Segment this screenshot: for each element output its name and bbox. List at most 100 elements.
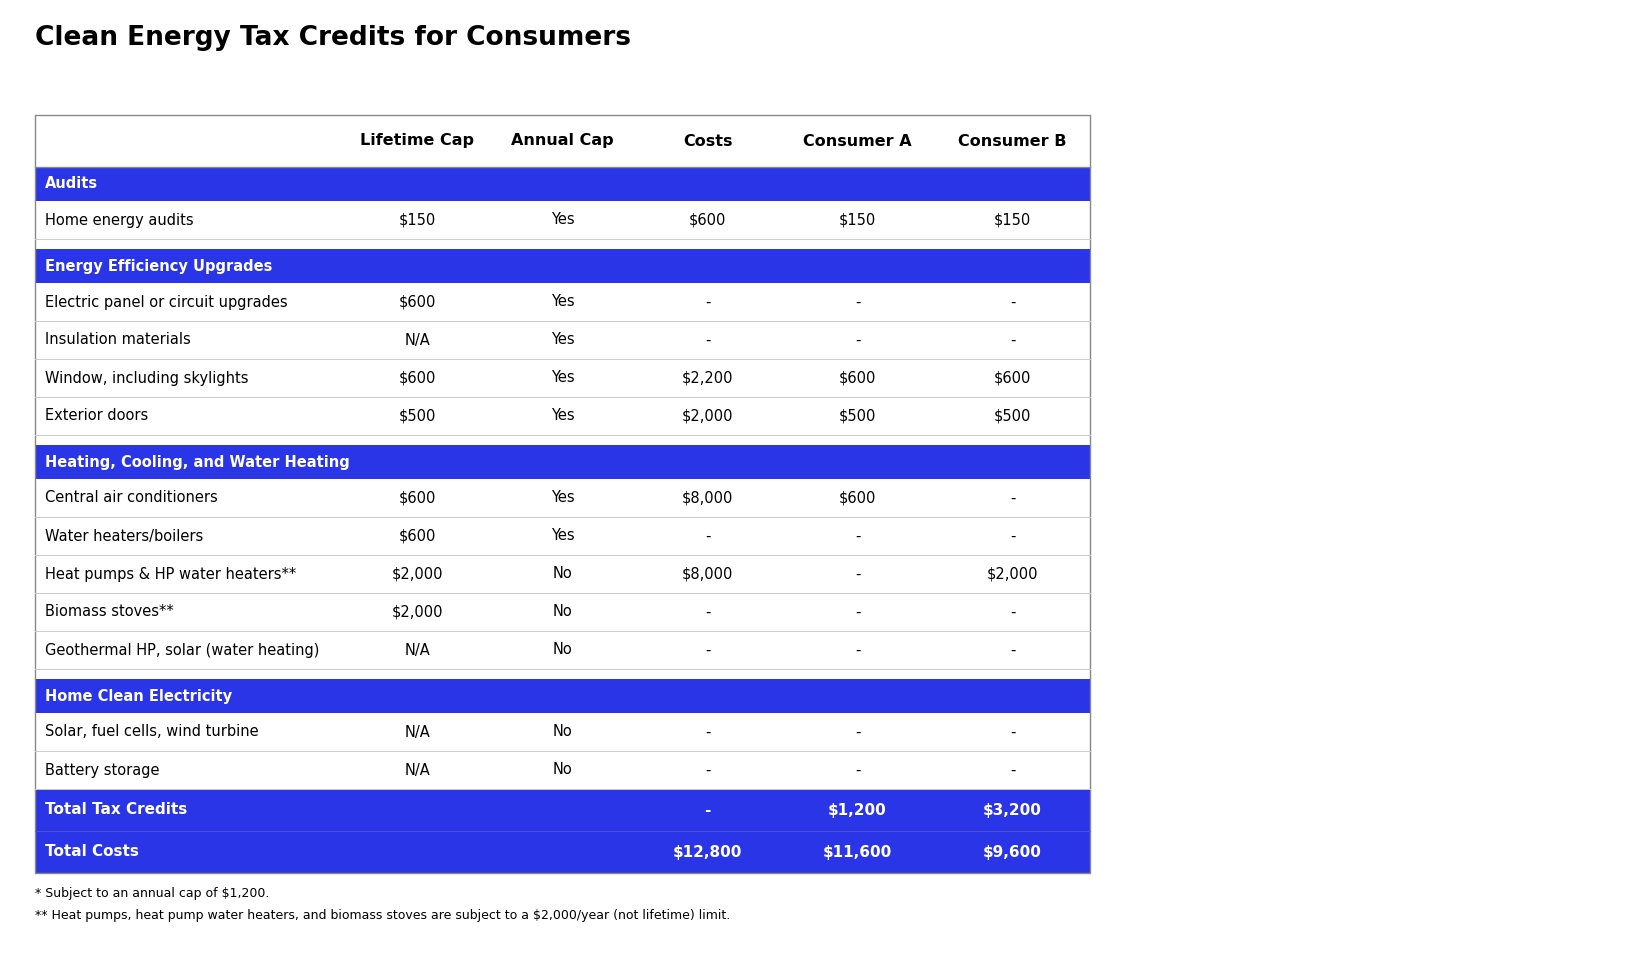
Text: N/A: N/A (404, 763, 431, 778)
Text: Yes: Yes (551, 294, 574, 309)
Text: Total Costs: Total Costs (45, 844, 139, 860)
Bar (345, 397, 490, 435)
Bar (780, 831, 936, 873)
Bar (936, 445, 1091, 479)
Text: Central air conditioners: Central air conditioners (45, 491, 218, 505)
Bar (345, 751, 490, 789)
Text: Window, including skylights: Window, including skylights (45, 370, 249, 386)
Text: -: - (1010, 725, 1015, 739)
Text: Geothermal HP, solar (water heating): Geothermal HP, solar (water heating) (45, 642, 320, 657)
Bar (345, 555, 490, 593)
Text: $500: $500 (399, 409, 436, 423)
Text: Home energy audits: Home energy audits (45, 212, 193, 228)
Text: -: - (705, 802, 711, 817)
Bar (35, 479, 345, 517)
Bar (490, 831, 635, 873)
Bar (635, 713, 780, 751)
Bar (780, 167, 936, 201)
Bar (490, 631, 635, 669)
Text: Lifetime Cap: Lifetime Cap (360, 133, 475, 148)
Bar (35, 713, 345, 751)
Bar (635, 201, 780, 239)
Text: N/A: N/A (404, 333, 431, 347)
Bar (490, 167, 635, 201)
Text: $150: $150 (399, 212, 436, 228)
Text: Heat pumps & HP water heaters**: Heat pumps & HP water heaters** (45, 567, 297, 581)
Bar (345, 593, 490, 631)
Bar (936, 789, 1091, 831)
Bar (490, 445, 635, 479)
Text: -: - (705, 333, 710, 347)
Text: $2,200: $2,200 (681, 370, 733, 386)
Bar (490, 751, 635, 789)
Text: -: - (855, 567, 860, 581)
Text: Insulation materials: Insulation materials (45, 333, 191, 347)
Text: $600: $600 (399, 491, 436, 505)
Bar (490, 249, 635, 283)
Bar (345, 679, 490, 713)
Text: -: - (855, 725, 860, 739)
Bar (345, 283, 490, 321)
Bar (490, 593, 635, 631)
Bar (635, 321, 780, 359)
Bar (635, 751, 780, 789)
Bar (345, 445, 490, 479)
Text: -: - (705, 725, 710, 739)
Bar (936, 201, 1091, 239)
Bar (35, 115, 1091, 873)
Text: Water heaters/boilers: Water heaters/boilers (45, 528, 203, 544)
Text: -: - (705, 642, 710, 657)
Text: Yes: Yes (551, 528, 574, 544)
Bar (490, 713, 635, 751)
Text: -: - (855, 333, 860, 347)
Text: Consumer B: Consumer B (959, 133, 1068, 148)
Bar (35, 239, 1091, 249)
Text: -: - (705, 763, 710, 778)
Text: -: - (855, 763, 860, 778)
Bar (780, 249, 936, 283)
Bar (780, 713, 936, 751)
Text: ** Heat pumps, heat pump water heaters, and biomass stoves are subject to a $2,0: ** Heat pumps, heat pump water heaters, … (35, 909, 731, 922)
Bar (635, 283, 780, 321)
Bar (936, 397, 1091, 435)
Text: -: - (1010, 604, 1015, 620)
Bar (635, 555, 780, 593)
Text: Audits: Audits (45, 176, 97, 192)
Text: $8,000: $8,000 (681, 567, 733, 581)
Bar (936, 249, 1091, 283)
Bar (35, 359, 345, 397)
Bar (35, 283, 345, 321)
Text: -: - (855, 604, 860, 620)
Bar (490, 321, 635, 359)
Text: * Subject to an annual cap of $1,200.: * Subject to an annual cap of $1,200. (35, 887, 269, 900)
Text: Yes: Yes (551, 491, 574, 505)
Bar (780, 789, 936, 831)
Bar (780, 445, 936, 479)
Text: Yes: Yes (551, 370, 574, 386)
Text: Yes: Yes (551, 333, 574, 347)
Text: No: No (553, 763, 573, 778)
Bar (345, 479, 490, 517)
Bar (345, 201, 490, 239)
Text: Annual Cap: Annual Cap (512, 133, 614, 148)
Text: $600: $600 (399, 294, 436, 309)
Text: N/A: N/A (404, 642, 431, 657)
Bar (780, 283, 936, 321)
Text: $2,000: $2,000 (987, 567, 1038, 581)
Text: -: - (705, 604, 710, 620)
Bar (35, 593, 345, 631)
Bar (35, 555, 345, 593)
Text: $500: $500 (838, 409, 876, 423)
Bar (780, 631, 936, 669)
Text: $9,600: $9,600 (983, 844, 1041, 860)
Bar (780, 751, 936, 789)
Text: $500: $500 (993, 409, 1031, 423)
Bar (35, 679, 345, 713)
Text: $600: $600 (993, 370, 1031, 386)
Text: $2,000: $2,000 (391, 604, 444, 620)
Bar (780, 359, 936, 397)
Text: -: - (1010, 528, 1015, 544)
Text: N/A: N/A (404, 725, 431, 739)
Bar (635, 831, 780, 873)
Bar (635, 517, 780, 555)
